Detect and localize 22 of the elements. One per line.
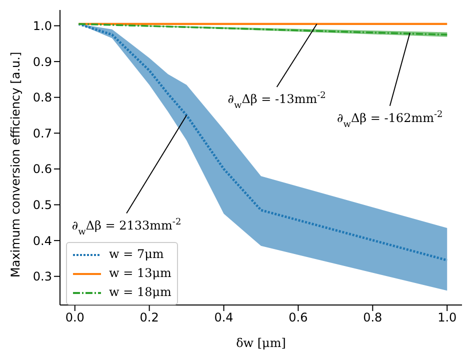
y-tick-label: 0.8 (32, 90, 52, 105)
y-tick-label: 0.9 (32, 54, 52, 69)
x-tick-label: 0.4 (214, 310, 234, 325)
y-tick-label: 1.0 (32, 19, 52, 34)
y-tick-label: 0.7 (32, 126, 52, 140)
x-tick-label: 0.2 (140, 310, 159, 325)
y-tick-label: 0.3 (32, 270, 52, 284)
annotation: ∂$_{w}$Δβ = -162mm$^{-2}$ (337, 110, 443, 130)
legend-label: w = 7μm (109, 246, 164, 263)
legend-label: w = 13μm (109, 265, 172, 282)
x-tick-label: 0.8 (363, 310, 382, 325)
y-axis-title: Maximum conversion efficiency [a.u.] (8, 52, 22, 278)
x-tick-label: 1.0 (438, 310, 457, 325)
x-tick-label: 0.0 (65, 310, 84, 325)
legend-label: w = 18μm (109, 284, 172, 301)
x-tick-label: 0.6 (288, 310, 308, 325)
y-tick-label: 0.4 (32, 234, 52, 248)
x-axis-title: δw [μm] (236, 336, 286, 350)
annotation: ∂$_{w}$Δβ = 2133mm$^{-2}$ (72, 217, 182, 238)
y-tick-label: 0.6 (32, 162, 52, 176)
annotation: ∂$_{w}$Δβ = -13mm$^{-2}$ (228, 90, 326, 111)
y-tick-label: 0.5 (32, 198, 52, 212)
